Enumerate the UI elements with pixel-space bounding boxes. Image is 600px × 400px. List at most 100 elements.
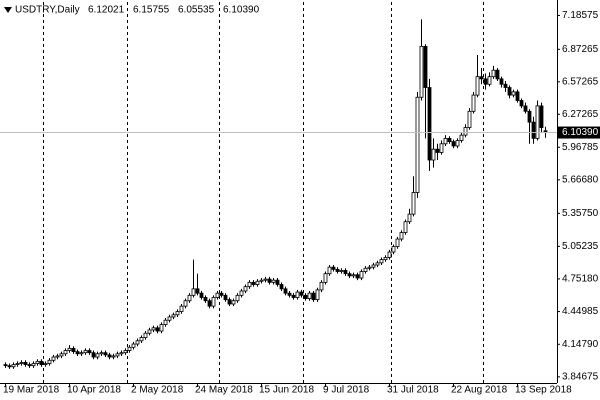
candle-body [443, 137, 448, 145]
candle-body [155, 327, 160, 332]
candle-body [451, 141, 456, 147]
candle-body [111, 355, 116, 358]
candle-body [439, 143, 444, 153]
candle-body [479, 76, 484, 80]
candle-body [487, 76, 492, 85]
x-tick-label: 13 Sep 2018 [515, 385, 572, 396]
candle-body [391, 246, 396, 253]
candle-body [283, 288, 288, 294]
candle-body [235, 294, 240, 302]
candle-body [459, 134, 464, 141]
candle-body [47, 359, 52, 364]
candle-body [163, 319, 168, 325]
candle-body [279, 284, 284, 290]
candle-body [267, 278, 272, 283]
candle-body [3, 364, 8, 367]
candle-body [447, 137, 452, 143]
candle-body [475, 76, 480, 96]
candle-body [31, 363, 36, 367]
candle-body [335, 268, 340, 272]
candle-body [187, 294, 192, 302]
candle-body [307, 292, 312, 299]
menu-triangle[interactable] [4, 7, 12, 13]
candle-body [131, 343, 136, 348]
candle-body [347, 273, 352, 277]
candle-body [167, 316, 172, 321]
candle-body [255, 280, 260, 285]
candle-body [67, 347, 72, 351]
y-tick-label: 7.18575 [562, 10, 599, 21]
candle-body [431, 148, 436, 161]
low-label: 6.05535 [178, 5, 215, 16]
candle-body [319, 281, 324, 291]
candle-body [247, 281, 252, 288]
candle-body [455, 140, 460, 147]
candle-body [463, 127, 468, 136]
candle-body [115, 353, 120, 357]
candle-body [515, 91, 520, 101]
candle-body [79, 352, 84, 355]
candle-body [147, 329, 152, 334]
high-label: 6.15755 [133, 5, 170, 16]
x-tick-label: 9 Jul 2018 [323, 385, 370, 396]
y-tick-label: 4.14790 [562, 339, 599, 350]
candle-body [291, 294, 296, 298]
x-tick-label: 19 Mar 2018 [3, 385, 60, 396]
close-label: 6.10390 [223, 5, 260, 16]
candle-body [239, 290, 244, 296]
candle-body [339, 270, 344, 272]
x-tick-label: 2 May 2018 [131, 385, 184, 396]
candle-body [355, 274, 360, 279]
candle-body [483, 78, 488, 85]
candle-body [367, 266, 372, 269]
candle-body [323, 273, 328, 283]
y-tick-label: 5.66680 [562, 174, 599, 185]
candle-body [219, 292, 224, 296]
candle-body [399, 232, 404, 240]
candle-body [275, 279, 280, 285]
candle-body [467, 110, 472, 128]
candle-body [27, 364, 32, 367]
candle-body [171, 314, 176, 318]
candle-body [51, 356, 56, 361]
candle-body [43, 363, 48, 365]
open-label: 6.12021 [88, 5, 125, 16]
candle-body [183, 300, 188, 307]
y-tick-label: 4.75180 [562, 274, 599, 285]
candle-body [231, 300, 236, 305]
candle-body [11, 364, 16, 368]
candle-body [55, 355, 60, 358]
symbol: USDTRY,Daily [15, 5, 80, 16]
candle-body [419, 45, 424, 98]
candle-body [395, 238, 400, 248]
x-tick-label: 15 Jun 2018 [259, 385, 314, 396]
candle-body [299, 291, 304, 296]
candle-body [83, 350, 88, 354]
candle-body [103, 352, 108, 356]
candle-body [35, 360, 40, 364]
candle-body [415, 96, 420, 193]
candle-body [287, 292, 292, 296]
candle-body [15, 363, 20, 365]
candle-body [191, 288, 196, 296]
candle-body [75, 351, 80, 355]
candle-body [119, 352, 124, 355]
candle-body [211, 297, 216, 307]
y-tick-label: 6.87265 [562, 44, 599, 55]
candle-body [387, 251, 392, 258]
candle-body [435, 148, 440, 153]
candle-body [495, 69, 500, 80]
x-tick-label: 24 May 2018 [195, 385, 253, 396]
y-tick-label: 6.57265 [562, 76, 599, 87]
candle-body [359, 271, 364, 279]
candle-body [295, 291, 300, 298]
y-tick-label: 3.84675 [562, 371, 599, 382]
candle-body [315, 289, 320, 301]
candle-body [511, 91, 516, 96]
candle-body [423, 45, 428, 88]
candle-body [59, 353, 64, 357]
candle-body [403, 221, 408, 233]
candle-body [175, 311, 180, 316]
